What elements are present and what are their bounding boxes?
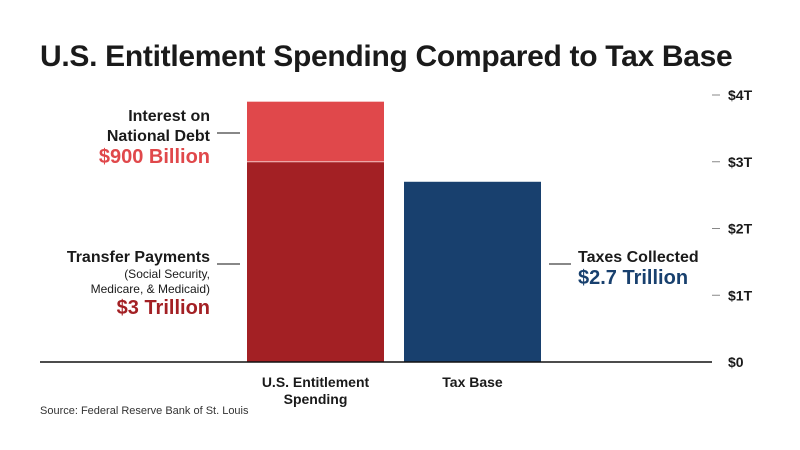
y-tick-label: $2T bbox=[728, 221, 753, 237]
annotation-interest-label: Interest on bbox=[128, 108, 210, 125]
bar-taxes-collected bbox=[404, 181, 541, 362]
y-tick-label: $4T bbox=[728, 87, 753, 103]
bar-transfer-payments bbox=[247, 161, 384, 362]
y-axis: $0 $1T $2T $3T $4T bbox=[40, 87, 753, 370]
annotation-interest-value: $900 Billion bbox=[99, 146, 210, 168]
source-note: Source: Federal Reserve Bank of St. Loui… bbox=[40, 405, 249, 417]
annotation-transfer-value: $3 Trillion bbox=[117, 297, 210, 319]
category-label: U.S. Entitlement bbox=[262, 374, 370, 390]
y-tick-label: $0 bbox=[728, 354, 744, 370]
y-tick-label: $3T bbox=[728, 154, 753, 170]
annotations: Interest on National Debt$900 Billion Tran… bbox=[67, 108, 699, 319]
category-label: Tax Base bbox=[442, 374, 503, 390]
y-tick-label: $1T bbox=[728, 287, 753, 303]
annotation-taxes-value: $2.7 Trillion bbox=[578, 267, 688, 289]
bar-interest-national-debt bbox=[247, 101, 384, 162]
category-label: Spending bbox=[284, 391, 348, 407]
bars-group bbox=[247, 101, 541, 362]
annotation-transfer-detail: Medicare, & Medicaid) bbox=[91, 282, 210, 296]
annotation-transfer-detail: (Social Security, bbox=[124, 267, 210, 281]
annotation-transfer-label: Transfer Payments bbox=[67, 249, 210, 266]
chart-title: U.S. Entitlement Spending Compared to Ta… bbox=[40, 40, 732, 73]
annotation-interest-label: National Debt bbox=[107, 128, 211, 145]
annotation-taxes-label: Taxes Collected bbox=[578, 249, 699, 266]
